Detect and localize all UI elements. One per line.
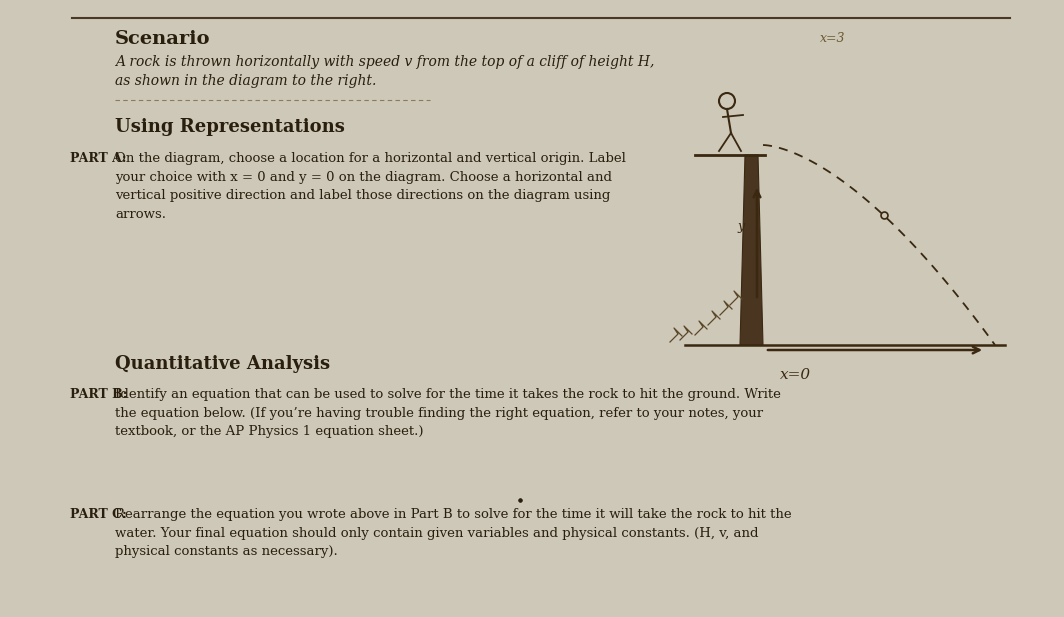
Text: A rock is thrown horizontally with speed v from the top of a cliff of height H,
: A rock is thrown horizontally with speed… [115,55,654,88]
Text: Identify an equation that can be used to solve for the time it takes the rock to: Identify an equation that can be used to… [115,388,781,438]
Text: x=3: x=3 [820,32,846,45]
Text: x=0: x=0 [780,368,811,382]
Text: On the diagram, choose a location for a horizontal and vertical origin. Label
yo: On the diagram, choose a location for a … [115,152,626,220]
Text: Scenario: Scenario [115,30,211,48]
Text: y: y [737,220,744,233]
Text: PART C:: PART C: [70,508,127,521]
Polygon shape [739,155,763,345]
Text: PART A:: PART A: [70,152,127,165]
Text: Rearrange the equation you wrote above in Part B to solve for the time it will t: Rearrange the equation you wrote above i… [115,508,792,558]
Text: PART B:: PART B: [70,388,128,401]
Text: Using Representations: Using Representations [115,118,345,136]
Text: Quantitative Analysis: Quantitative Analysis [115,355,330,373]
